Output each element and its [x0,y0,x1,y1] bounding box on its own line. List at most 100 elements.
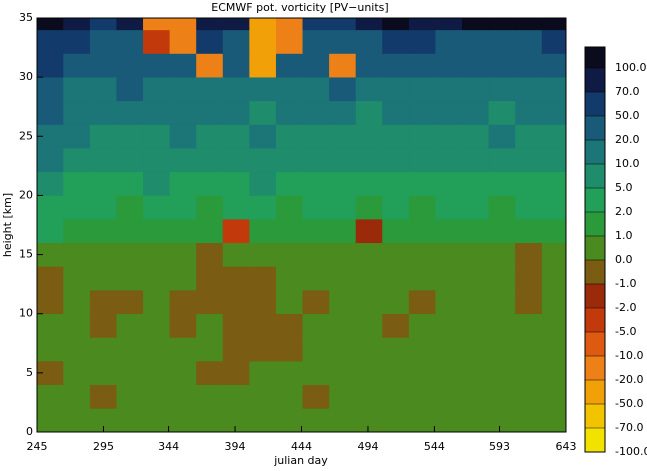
contour-cell [249,100,277,125]
contour-cell [116,195,144,220]
contour-cell [355,384,383,409]
contour-cell [515,124,543,149]
contour-cell [89,313,118,338]
contour-cell [515,53,543,78]
contour-cell [302,76,330,102]
contour-cell [63,195,91,220]
contour-cell [249,195,277,220]
contour-cell [116,384,144,409]
contour-cell [275,18,304,31]
contour-cell [89,384,118,409]
contour-cell [302,195,330,220]
contour-cell [515,266,543,291]
contour-cell [63,147,91,173]
contour-cell [382,76,410,102]
contour-cell [169,53,197,78]
colorbar-swatch [585,332,605,357]
contour-cell [382,384,410,409]
contour-cell [355,195,383,220]
contour-cell [222,195,250,220]
contour-cell [169,195,197,220]
contour-cell [196,218,224,244]
contour-cell [435,313,463,338]
contour-cell [462,100,490,125]
y-tick-label: 35 [19,11,33,24]
contour-cell [462,147,490,173]
contour-cell [143,147,171,173]
colorbar-label: -2.0 [615,301,636,314]
contour-cell [462,76,490,102]
contour-cell [515,360,543,385]
x-tick-label: 444 [291,440,312,453]
colorbar-swatch [585,164,605,189]
contour-cell [89,29,118,54]
contour-cell [488,242,516,267]
contour-cell [89,18,118,31]
colorbar-label: 10.0 [615,157,640,170]
contour-cell [355,408,383,432]
contour-cell [462,53,490,78]
contour-cell [329,124,357,149]
contour-cell [541,242,566,267]
contour-cell [37,18,64,31]
contour-cell [116,360,144,385]
contour-cell [408,100,437,125]
contour-cell [222,76,250,102]
contour-cell [302,100,330,125]
colorbar-swatch [585,92,605,117]
x-tick-label: 544 [424,440,445,453]
contour-cell [329,147,357,173]
contour-cell [275,147,304,173]
contour-cell [222,29,250,54]
contour-cell [249,171,277,196]
contour-cell [408,29,437,54]
contour-cell [462,218,490,244]
contour-cell [89,289,118,315]
colorbar-label: 0.0 [615,253,633,266]
colorbar-swatch [585,380,605,405]
contour-cell [37,100,64,125]
contour-cell [435,29,463,54]
contour-cell [302,18,330,31]
colorbar-swatch [585,356,605,381]
contour-cell [541,384,566,409]
contour-cell [488,147,516,173]
contour-cell [329,242,357,267]
contour-cell [355,289,383,315]
contour-cell [249,218,277,244]
contour-cell [408,171,437,196]
contour-cell [143,29,171,54]
contour-cell [435,266,463,291]
contour-cell [169,337,197,362]
contour-cell [435,76,463,102]
contour-cell [329,337,357,362]
contour-field [37,18,566,432]
y-tick-label: 0 [26,425,33,438]
contour-cell [435,171,463,196]
contour-cell [116,218,144,244]
colorbar-label: -100.0 [615,445,647,458]
contour-cell [89,242,118,267]
contour-cell [143,195,171,220]
colorbar-swatch [585,116,605,141]
contour-cell [222,289,250,315]
contour-cell [302,289,330,315]
contour-cell [196,289,224,315]
contour-cell [169,289,197,315]
contour-cell [249,408,277,432]
contour-cell [63,171,91,196]
contour-cell [89,266,118,291]
colorbar-label: 20.0 [615,133,640,146]
contour-cell [488,408,516,432]
contour-cell [249,384,277,409]
contour-cell [89,171,118,196]
contour-cell [143,218,171,244]
contour-cell [382,313,410,338]
contour-cell [488,337,516,362]
contour-cell [462,384,490,409]
contour-cell [37,408,64,432]
contour-cell [462,266,490,291]
colorbar-label: 5.0 [615,181,633,194]
contour-cell [143,76,171,102]
contour-cell [329,408,357,432]
